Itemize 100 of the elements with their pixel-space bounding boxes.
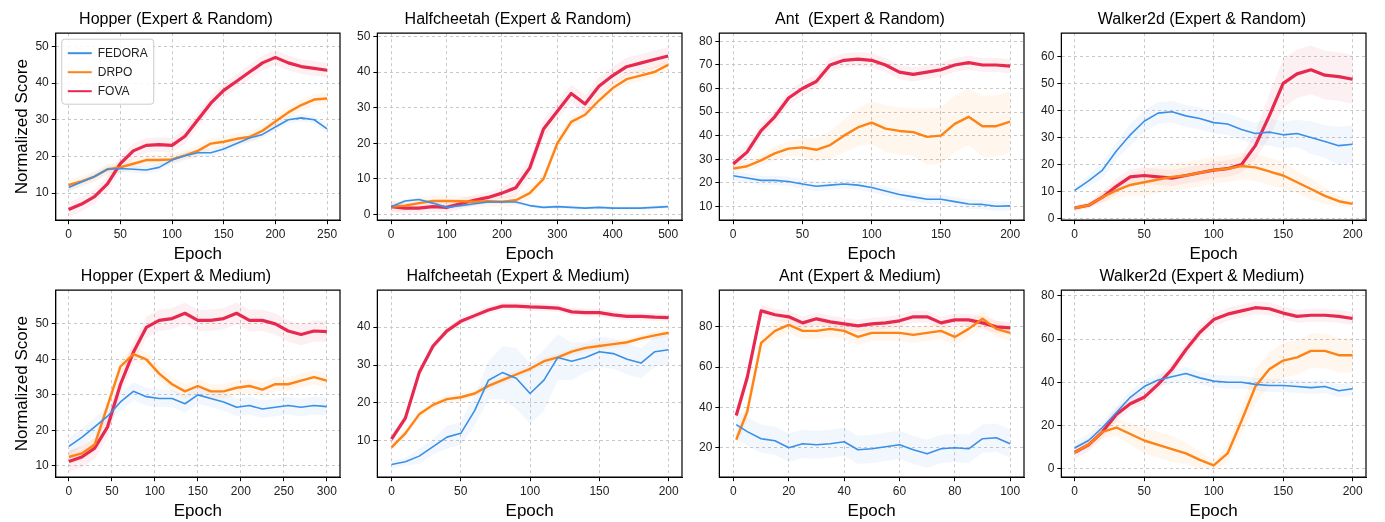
y-tick-label: 40 (1040, 374, 1055, 389)
x-tick-label: 400 (602, 226, 624, 241)
y-tick-label: 80 (1040, 288, 1055, 303)
x-tick-label: 200 (1342, 226, 1363, 241)
y-tick-label: 70 (698, 57, 713, 72)
y-tick-label: 20 (356, 395, 371, 410)
x-tick-label: 50 (113, 226, 128, 241)
y-tick-label: 60 (1040, 331, 1055, 346)
x-axis-title: Epoch (847, 244, 896, 264)
x-tick-label: 150 (1273, 226, 1294, 241)
x-tick-label: 200 (1000, 226, 1021, 241)
y-tick-label: 40 (698, 399, 713, 414)
x-tick-label: 50 (795, 226, 810, 241)
x-tick-label: 150 (1273, 483, 1294, 498)
y-tick-label: 0 (1047, 211, 1055, 226)
x-tick-label: 0 (730, 483, 738, 498)
x-tick-label: 200 (658, 483, 680, 498)
x-tick-label: 100 (520, 483, 541, 498)
x-tick-label: 0 (65, 483, 73, 498)
y-tick-label: 50 (35, 38, 50, 53)
y-tick-label: 30 (1040, 129, 1055, 144)
chart-title: Halfcheetah (Expert & Medium) (406, 267, 630, 285)
x-tick-label: 100 (162, 226, 183, 241)
y-tick-label: 50 (356, 28, 371, 43)
x-tick-label: 200 (265, 226, 286, 241)
x-tick-label: 100 (1203, 226, 1225, 241)
x-tick-label: 250 (273, 483, 295, 498)
x-tick-label: 300 (547, 226, 568, 241)
y-tick-label: 30 (35, 112, 50, 127)
y-tick-label: 60 (698, 359, 713, 374)
x-tick-label: 0 (387, 226, 395, 241)
chart-title: Halfcheetah (Expert & Random) (404, 10, 632, 28)
y-axis-title: Normalized Score (11, 316, 31, 452)
y-tick-label: 20 (356, 135, 371, 150)
y-tick-label: 40 (356, 64, 371, 79)
y-tick-label: 40 (35, 351, 50, 366)
y-tick-label: 10 (356, 433, 371, 448)
chart-title: Walker2d (Expert & Medium) (1099, 267, 1305, 285)
y-tick-label: 80 (698, 33, 713, 48)
y-tick-label: 40 (1040, 102, 1055, 117)
x-tick-label: 0 (1071, 226, 1079, 241)
x-tick-label: 300 (316, 483, 338, 498)
x-tick-label: 100 (436, 226, 457, 241)
y-tick-label: 30 (35, 387, 50, 402)
x-tick-label: 150 (187, 483, 209, 498)
y-tick-label: 20 (35, 422, 50, 437)
y-tick-label: 20 (698, 440, 713, 455)
x-tick-label: 150 (213, 226, 235, 241)
y-tick-label: 30 (356, 99, 371, 114)
x-tick-label: 150 (589, 483, 610, 498)
y-tick-label: 10 (356, 171, 371, 186)
legend-label: FOVA (97, 83, 130, 98)
x-tick-label: 80 (948, 483, 962, 498)
y-tick-label: 0 (363, 206, 371, 221)
x-tick-label: 40 (837, 483, 852, 498)
y-tick-label: 10 (35, 458, 50, 473)
x-tick-label: 50 (1137, 483, 1152, 498)
y-tick-label: 10 (698, 198, 713, 213)
y-tick-label: 20 (698, 175, 713, 190)
x-tick-label: 20 (782, 483, 796, 498)
x-axis-title: Epoch (1189, 501, 1238, 521)
y-tick-label: 60 (698, 80, 713, 95)
x-tick-label: 50 (454, 483, 468, 498)
y-tick-label: 40 (35, 75, 50, 90)
x-tick-label: 250 (317, 226, 338, 241)
x-axis-title: Epoch (505, 501, 554, 521)
x-tick-label: 0 (65, 226, 73, 241)
x-tick-label: 200 (491, 226, 513, 241)
x-tick-label: 100 (1000, 483, 1021, 498)
y-tick-label: 50 (35, 316, 50, 331)
y-tick-label: 10 (1040, 184, 1055, 199)
legend-label: FEDORA (97, 45, 148, 60)
x-axis-title: Epoch (847, 501, 896, 521)
y-tick-label: 0 (1047, 460, 1055, 475)
x-tick-label: 100 (144, 483, 166, 498)
x-tick-label: 50 (1137, 226, 1152, 241)
y-tick-label: 20 (1040, 156, 1055, 171)
y-tick-label: 40 (698, 127, 713, 142)
x-axis-title: Epoch (505, 244, 554, 264)
legend-label: DRPO (97, 64, 133, 79)
y-tick-label: 50 (1040, 75, 1055, 90)
y-tick-label: 10 (35, 185, 50, 200)
x-tick-label: 200 (230, 483, 252, 498)
y-axis-title: Normalized Score (11, 59, 31, 195)
chart-title: Ant (Expert & Medium) (779, 267, 941, 285)
x-tick-label: 0 (388, 483, 396, 498)
x-tick-label: 150 (930, 226, 952, 241)
x-tick-label: 0 (1071, 483, 1079, 498)
x-axis-title: Epoch (173, 244, 222, 264)
x-tick-label: 60 (892, 483, 907, 498)
chart-title: Hopper (Expert & Random) (79, 10, 273, 28)
x-tick-label: 0 (729, 226, 737, 241)
y-tick-label: 30 (698, 151, 713, 166)
y-tick-label: 60 (1040, 48, 1055, 63)
x-tick-label: 100 (861, 226, 883, 241)
x-tick-label: 50 (105, 483, 119, 498)
y-tick-label: 30 (356, 357, 371, 372)
x-axis-title: Epoch (173, 501, 222, 521)
x-tick-label: 500 (658, 226, 679, 241)
chart-title: Ant (Expert & Random) (775, 10, 945, 28)
